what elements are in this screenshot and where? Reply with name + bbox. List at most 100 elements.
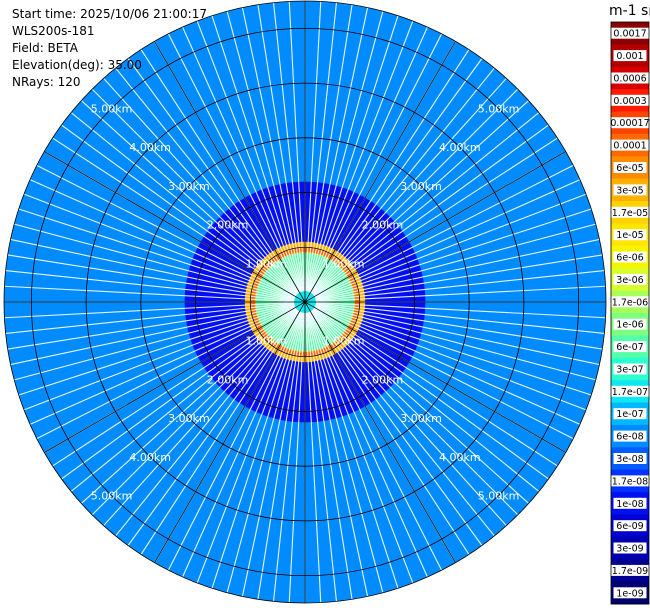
ray-gap (182, 311, 302, 578)
ray-gap (310, 49, 470, 294)
ray-gap (306, 7, 369, 292)
ray-gap (311, 67, 495, 294)
ray-gap (306, 312, 353, 600)
range-ring-label: 1.00km (323, 257, 365, 270)
ray-gap (127, 58, 300, 294)
colorbar-label-bg (610, 72, 650, 84)
ray-gap (80, 308, 298, 504)
colorbar-tick-label: 6e-09 (616, 521, 643, 532)
ray-gap (315, 238, 600, 301)
colorbar-tick-label: 0.0003 (613, 96, 646, 107)
ray-gap (52, 137, 297, 297)
colorbar-label-bg (610, 27, 650, 39)
range-ring-label: 1.00km (323, 335, 365, 348)
ray-gap (241, 7, 304, 292)
ray-gap (36, 306, 296, 440)
range-ring-label: 4.00km (439, 141, 481, 154)
ray-gap (5, 302, 295, 335)
ray-gap (313, 137, 558, 297)
colorbar-label-bg (613, 430, 647, 442)
colorbar-label-bg (613, 408, 647, 420)
colorbar-tick-label: 1.7e-09 (612, 566, 648, 577)
ray-gap (61, 307, 297, 480)
colorbar-label-bg (613, 162, 647, 173)
ray-gap (315, 303, 603, 350)
ray-gap (257, 4, 304, 292)
ray-gap (18, 208, 295, 300)
range-ring-label: 3.00km (400, 180, 442, 193)
ray-gap (306, 312, 369, 597)
colorbar-label-bg (607, 385, 650, 397)
ray-gap (196, 312, 302, 584)
polar-grid (3, 0, 607, 604)
range-ring-label: 3.00km (168, 412, 210, 425)
colorbar-label-bg (613, 251, 647, 263)
ray-gap (211, 15, 303, 292)
range-ring-label: 4.00km (129, 141, 171, 154)
colorbar-frame (610, 21, 650, 605)
ray-gap (314, 305, 581, 425)
ray-gap (241, 312, 304, 597)
ray-gap (313, 112, 540, 296)
colorbar-label-bg (613, 520, 647, 532)
colorbar-tick-label: 1e-07 (616, 409, 643, 420)
colorbar: m-1 sr-1 0.0017 0.001 0.0006 0.0003 0.00017 0… (607, 3, 650, 605)
ray-gap (91, 88, 298, 295)
colorbar-label-bg (607, 117, 650, 129)
colorbar-tick-label: 6e-06 (616, 253, 643, 264)
ray-gap (314, 306, 574, 440)
ray-gap (70, 308, 297, 492)
ray-gap (140, 49, 300, 294)
ray-gap (312, 309, 519, 516)
colorbar-label-bg (613, 453, 647, 464)
ray-gap (313, 124, 549, 297)
range-ring-label: 4.00km (439, 451, 481, 464)
ray-gap (308, 312, 414, 584)
ray-gap (314, 179, 581, 299)
colorbar-label-bg (610, 139, 650, 151)
ray-gap (257, 312, 304, 600)
range-ring-label: 2.00km (362, 219, 404, 232)
range-ring-label: 5.00km (478, 490, 520, 503)
ray-gap (52, 307, 297, 467)
ray-gap (115, 67, 299, 294)
ray-gap (167, 33, 301, 293)
ray-gap (307, 15, 399, 292)
colorbar-label-bg (613, 184, 647, 196)
ray-gap (288, 1, 305, 292)
range-ring-label: 2.00km (362, 373, 404, 386)
ray-gap (315, 303, 600, 366)
ray-gap (315, 305, 587, 411)
ray-gap (70, 112, 297, 296)
range-ring-label: 1.00km (246, 257, 288, 270)
ray-gap (311, 309, 507, 527)
ray-gap (313, 307, 549, 480)
ray-gap (314, 164, 574, 298)
range-ring-label: 4.00km (129, 451, 171, 464)
range-ring-label: 3.00km (400, 412, 442, 425)
ray-gap (305, 2, 338, 292)
ray-gap (308, 311, 428, 578)
ray-gap (311, 77, 507, 295)
range-ring-label: 5.00km (91, 490, 133, 503)
ray-gap (10, 303, 295, 366)
ray-gap (309, 33, 443, 293)
colorbar-tick-label: 3e-09 (616, 544, 643, 555)
ray-gap (127, 310, 300, 546)
ray-gap (315, 193, 587, 299)
range-ring-label: 5.00km (478, 103, 520, 116)
ray-gap (311, 310, 495, 537)
ray-gap (36, 164, 296, 298)
ray-gap (307, 312, 384, 593)
ray-gap (29, 305, 296, 425)
colorbar-tick-label: 0.00017 (610, 118, 649, 129)
ray-gap (5, 269, 295, 302)
ray-gap (226, 11, 303, 292)
ray-gap (23, 193, 295, 299)
colorbar-label-bg (607, 564, 650, 576)
colorbar-tick-label: 1.7e-05 (612, 208, 648, 219)
ray-gap (315, 302, 606, 319)
colorbar-tick-label: 0.0006 (613, 74, 646, 85)
ray-gap (4, 285, 295, 302)
ray-gap (305, 1, 322, 292)
